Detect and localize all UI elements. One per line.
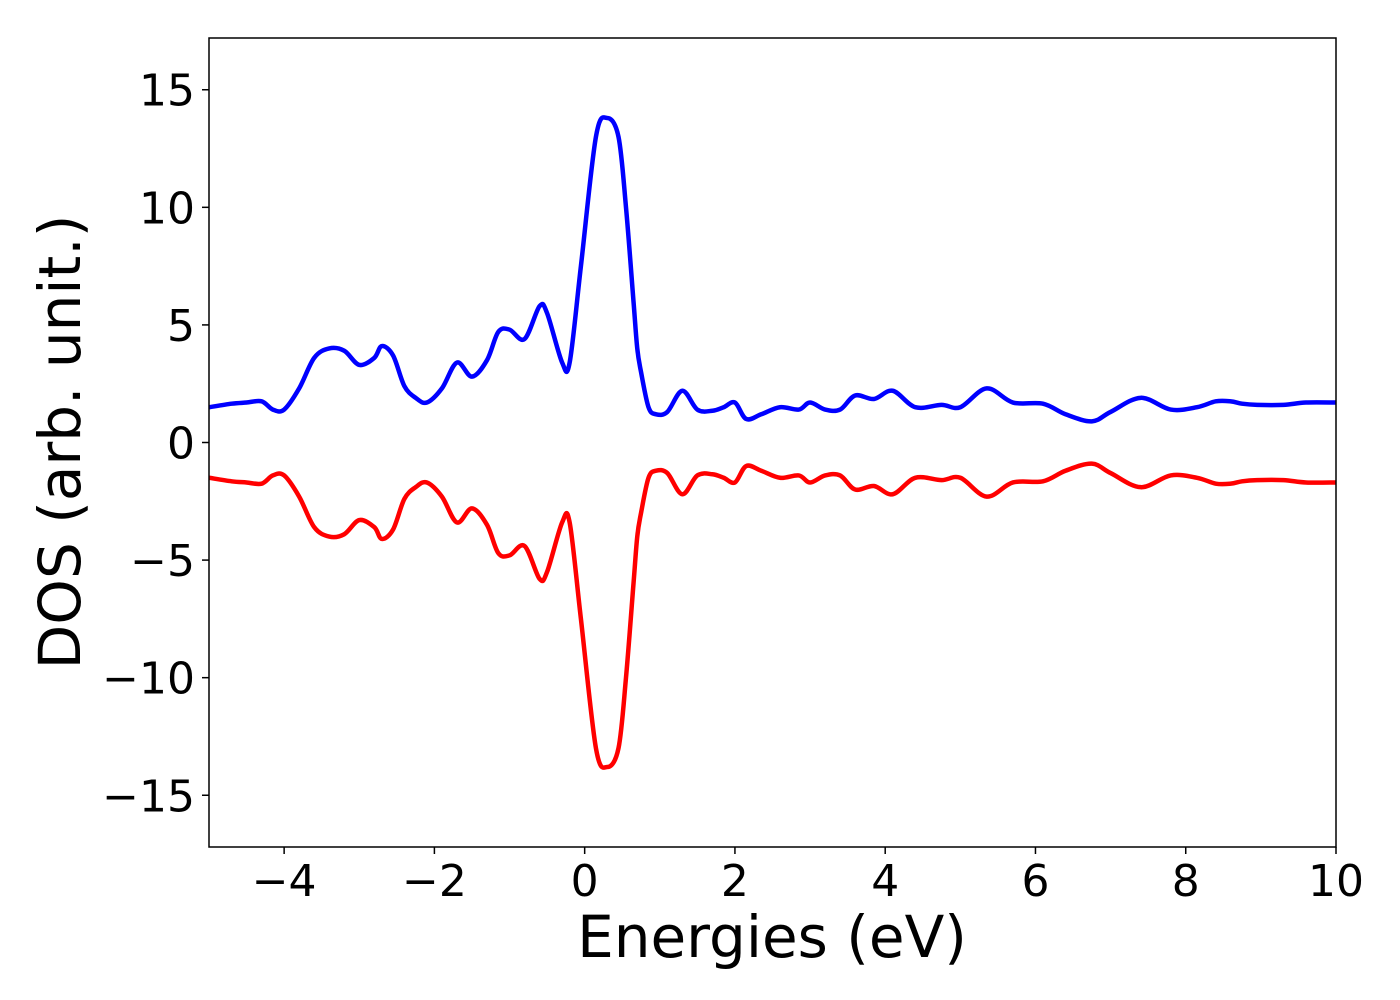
series-line-1: [209, 115, 1336, 424]
x-axis-ticks: −4 −2 0 2 4 6 8 10: [252, 847, 1364, 907]
series-line-2: [209, 461, 1336, 770]
x-tick-label: 0: [571, 856, 599, 907]
plot-frame: [208, 37, 1337, 848]
x-tick-label: 8: [1172, 856, 1200, 907]
x-tick-label: 2: [721, 856, 749, 907]
y-tick-label: −15: [102, 771, 195, 822]
x-tick-label: 4: [871, 856, 899, 907]
y-tick-label: 10: [139, 183, 195, 234]
y-axis-label: DOS (arb. unit.): [26, 215, 94, 670]
y-tick-label: −5: [130, 536, 195, 587]
y-tick-label: 15: [139, 66, 195, 117]
y-tick-label: 5: [167, 301, 195, 352]
x-axis-label: Energies (eV): [577, 903, 967, 971]
y-axis-ticks: 15 10 5 0 −5 −10 −15: [102, 66, 209, 822]
y-tick-label: −10: [102, 654, 195, 705]
x-tick-label: −4: [252, 856, 317, 907]
x-tick-label: −2: [402, 856, 467, 907]
x-tick-label: 6: [1021, 856, 1049, 907]
x-tick-label: 10: [1308, 856, 1364, 907]
series-layer: [209, 115, 1336, 770]
y-tick-label: 0: [167, 419, 195, 470]
